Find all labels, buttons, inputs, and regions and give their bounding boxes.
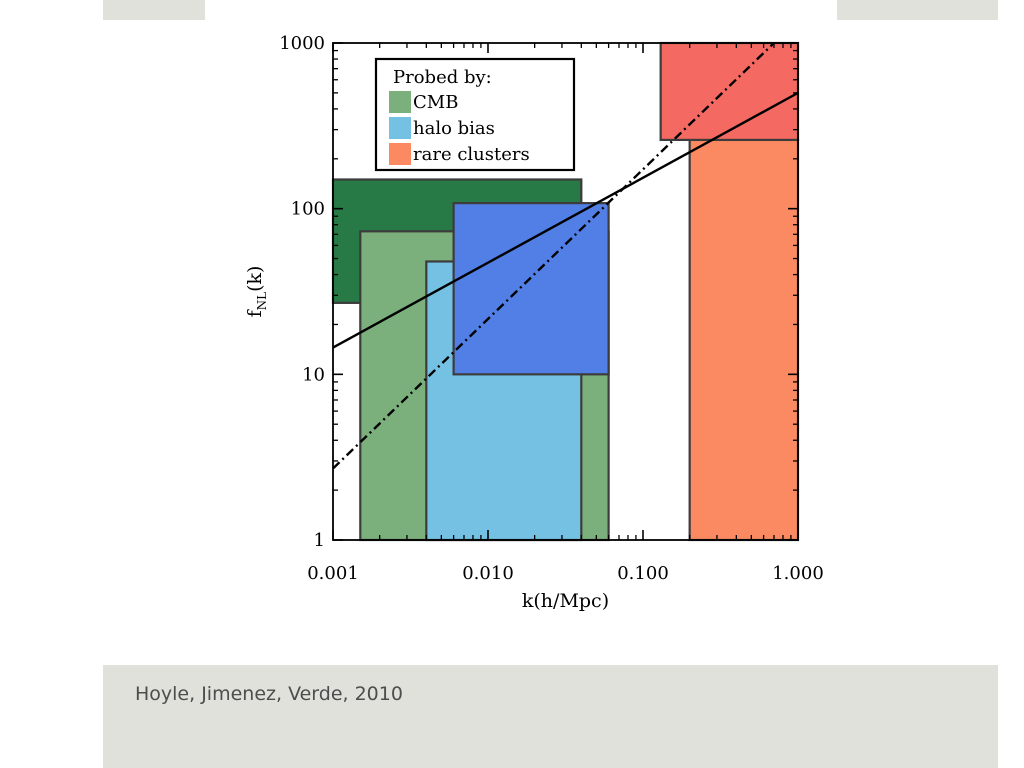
solid-line	[332, 91, 799, 349]
y-tick-label: 1000	[279, 33, 325, 54]
legend-swatch	[389, 117, 411, 139]
plot-frame	[332, 42, 799, 541]
legend-layer: Probed by: CMB halo bias rare clusters	[374, 57, 576, 172]
loglog-chart: 0.001 0.010 0.100 1.000 1 10 100 1000 Probed by…	[244, 33, 824, 612]
region-rare-clusters	[659, 41, 800, 142]
legend-box	[374, 57, 576, 172]
lines-layer	[332, 42, 799, 470]
regions-layer	[331, 41, 800, 542]
y-axis-label: fNL(k)	[244, 266, 269, 318]
legend-entry-label: CMB	[413, 92, 458, 113]
y-tick-label: 100	[291, 199, 325, 220]
legend-entry-label: rare clusters	[413, 144, 530, 165]
dashdot-line	[332, 42, 775, 470]
region-halo-bias	[452, 202, 610, 376]
y-tick-label: 1	[314, 530, 325, 551]
figure: 0.001 0.010 0.100 1.000 1 10 100 1000 Probed by…	[205, 0, 837, 640]
legend-swatch	[389, 143, 411, 165]
citation-caption: Hoyle, Jimenez, Verde, 2010	[135, 683, 403, 705]
axes-layer: 0.001 0.010 0.100 1.000 1 10 100 1000	[279, 33, 824, 584]
y-tick-label: 10	[302, 364, 325, 385]
x-tick-label: 1.000	[772, 563, 824, 584]
x-tick-label: 0.001	[307, 563, 359, 584]
x-axis-label: k(h/Mpc)	[522, 590, 609, 612]
x-tick-label: 0.100	[617, 563, 669, 584]
x-tick-label: 0.010	[462, 563, 514, 584]
region-rare-clusters	[688, 138, 800, 542]
axis-labels-layer: k(h/Mpc) fNL(k)	[244, 266, 609, 612]
footer-band: Hoyle, Jimenez, Verde, 2010	[103, 665, 998, 768]
legend-swatch	[389, 91, 411, 113]
legend-entry-label: halo bias	[413, 118, 495, 139]
legend-title: Probed by:	[393, 67, 492, 88]
